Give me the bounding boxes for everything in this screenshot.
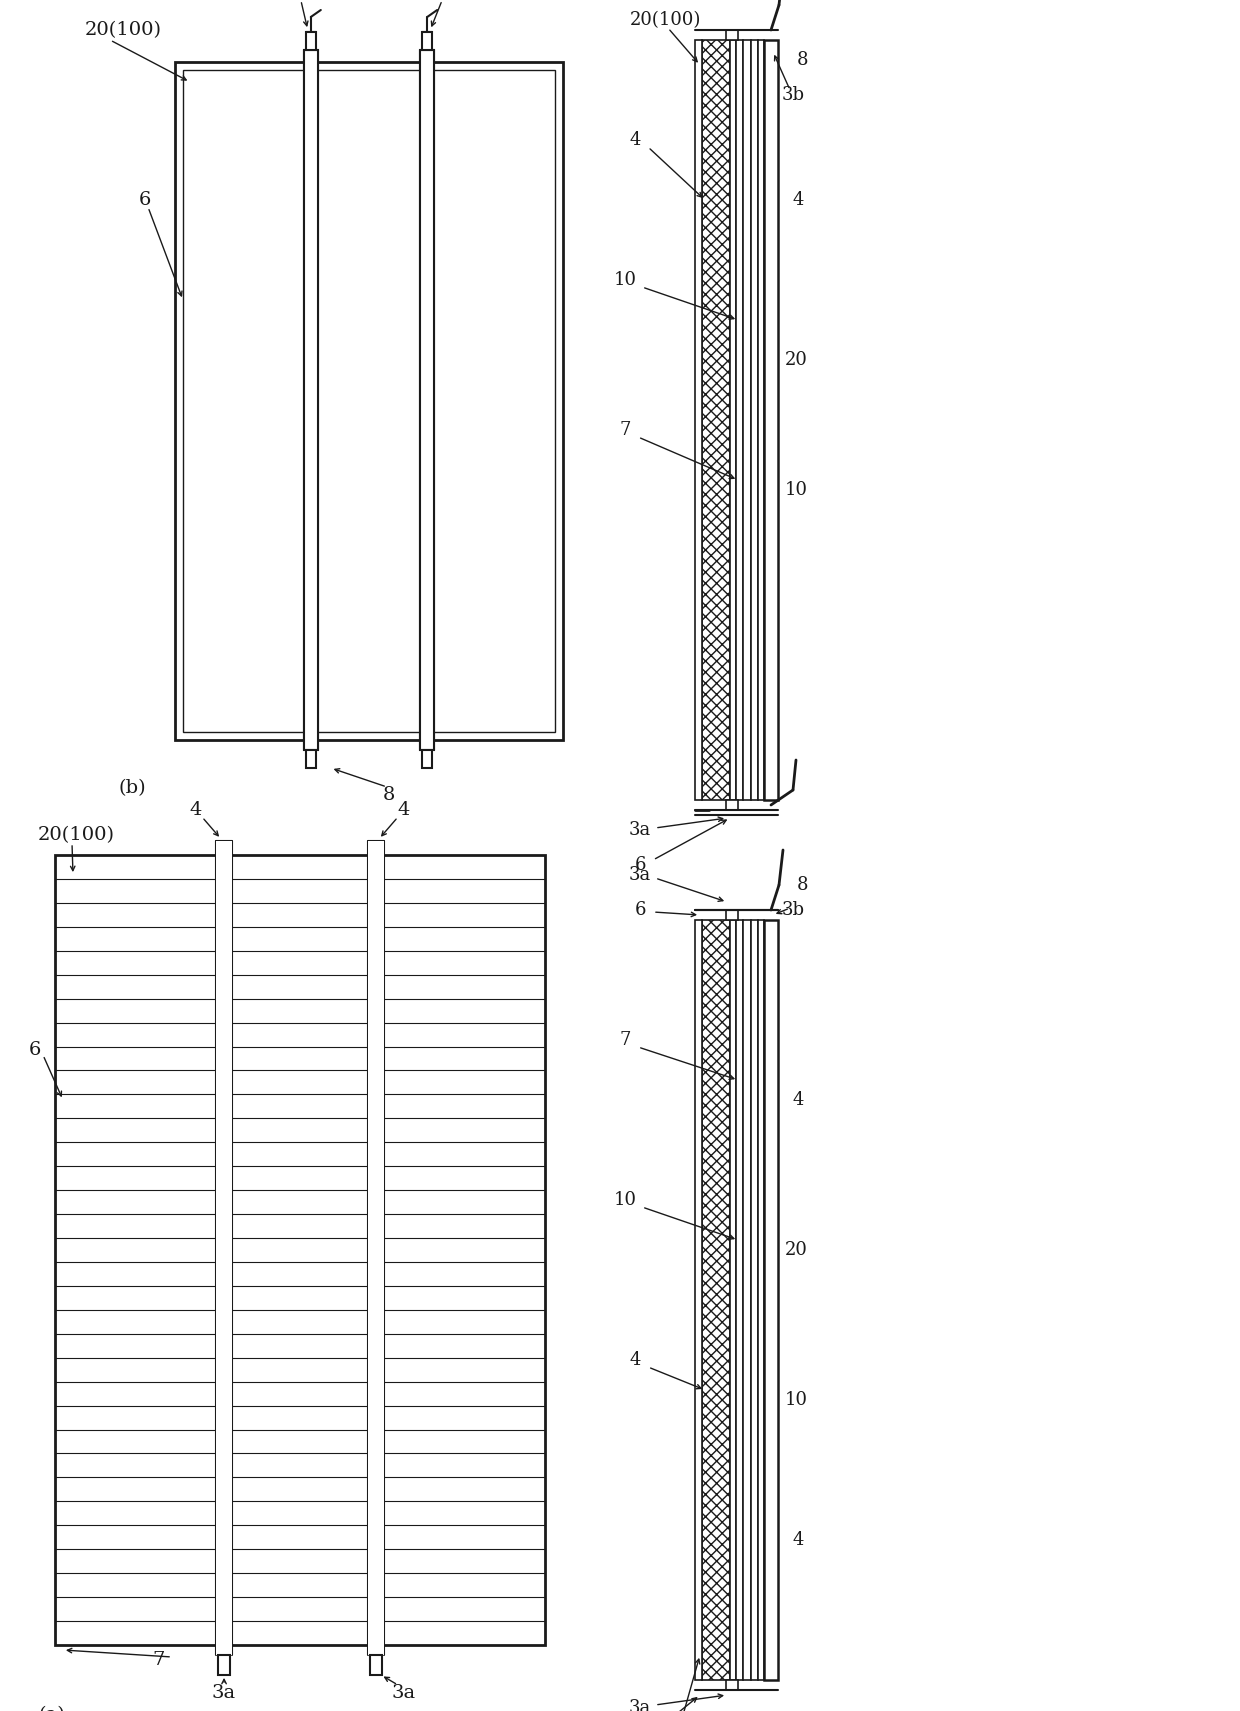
Bar bbox=[730, 39, 737, 801]
Text: 3a: 3a bbox=[629, 866, 651, 885]
Bar bbox=[737, 39, 743, 801]
Bar bbox=[725, 801, 738, 809]
Text: 20(100): 20(100) bbox=[86, 21, 162, 39]
Text: 3b: 3b bbox=[781, 86, 805, 104]
Text: 3a: 3a bbox=[212, 1684, 236, 1702]
Bar bbox=[743, 39, 751, 801]
Text: 4: 4 bbox=[630, 132, 641, 149]
Bar bbox=[730, 921, 737, 1680]
Bar bbox=[218, 1655, 231, 1675]
Text: 6: 6 bbox=[634, 902, 646, 919]
Text: 10: 10 bbox=[785, 481, 807, 500]
Text: 7: 7 bbox=[619, 421, 631, 440]
Bar bbox=[764, 921, 777, 1680]
Text: 4: 4 bbox=[190, 801, 202, 820]
Bar bbox=[725, 31, 738, 39]
Bar bbox=[702, 39, 730, 801]
Bar bbox=[216, 842, 232, 1655]
Text: 10: 10 bbox=[614, 270, 636, 289]
Bar bbox=[725, 1680, 738, 1690]
Bar bbox=[55, 856, 546, 1644]
Text: 4: 4 bbox=[792, 192, 804, 209]
Bar bbox=[306, 33, 316, 50]
Text: 3a: 3a bbox=[629, 821, 651, 838]
Bar bbox=[751, 921, 758, 1680]
Text: (a): (a) bbox=[38, 1706, 64, 1711]
Text: 6: 6 bbox=[29, 1040, 41, 1059]
Text: 3a: 3a bbox=[629, 1699, 651, 1711]
Text: 8: 8 bbox=[383, 785, 396, 804]
Bar bbox=[304, 50, 317, 749]
Text: 10: 10 bbox=[785, 1391, 807, 1408]
Text: 7: 7 bbox=[153, 1651, 165, 1668]
Bar bbox=[184, 70, 556, 732]
Text: 4: 4 bbox=[792, 1092, 804, 1109]
Bar bbox=[370, 1655, 382, 1675]
Bar bbox=[758, 921, 764, 1680]
Bar bbox=[743, 921, 751, 1680]
Text: 10: 10 bbox=[614, 1191, 636, 1210]
Bar bbox=[764, 39, 777, 801]
Text: 6: 6 bbox=[634, 856, 646, 874]
Text: 3b: 3b bbox=[781, 902, 805, 919]
Bar bbox=[758, 39, 764, 801]
Bar bbox=[422, 33, 433, 50]
Bar bbox=[694, 39, 702, 801]
Bar bbox=[702, 921, 730, 1680]
Text: 20(100): 20(100) bbox=[630, 10, 702, 29]
Bar bbox=[694, 921, 702, 1680]
Bar bbox=[725, 910, 738, 921]
Bar bbox=[422, 749, 433, 768]
Text: 20: 20 bbox=[785, 1240, 807, 1259]
Text: 20(100): 20(100) bbox=[38, 826, 115, 844]
Text: 20: 20 bbox=[785, 351, 807, 370]
Text: 4: 4 bbox=[630, 1352, 641, 1369]
Bar bbox=[751, 39, 758, 801]
Bar bbox=[306, 749, 316, 768]
Text: 4: 4 bbox=[398, 801, 410, 820]
Bar bbox=[420, 50, 434, 749]
Text: 8: 8 bbox=[797, 51, 808, 68]
Text: 3a: 3a bbox=[392, 1684, 415, 1702]
Bar bbox=[368, 842, 384, 1655]
Text: 8: 8 bbox=[797, 876, 808, 895]
Text: 6: 6 bbox=[139, 192, 151, 209]
Text: 7: 7 bbox=[619, 1032, 631, 1049]
Bar bbox=[737, 921, 743, 1680]
Text: (b): (b) bbox=[118, 779, 145, 797]
Text: 4: 4 bbox=[792, 1531, 804, 1548]
Bar bbox=[175, 62, 563, 739]
